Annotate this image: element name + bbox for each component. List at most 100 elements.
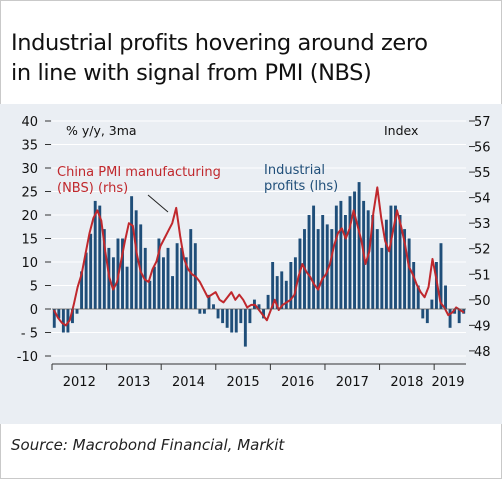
y-left-tick-label: 30 bbox=[21, 162, 38, 177]
profit-bar bbox=[221, 309, 225, 324]
chart-title: Industrial profits hovering around zero … bbox=[11, 28, 496, 88]
profit-bar bbox=[98, 205, 102, 309]
profit-bar bbox=[171, 276, 175, 309]
y-left-tick-label: 10 bbox=[21, 256, 38, 271]
y-left-unit-label: % y/y, 3ma bbox=[66, 123, 137, 138]
profit-bar bbox=[189, 229, 193, 309]
profit-bar bbox=[330, 229, 334, 309]
profit-bar bbox=[394, 205, 397, 309]
profit-bar bbox=[239, 309, 243, 324]
profits-annotation-line-1: Industrial bbox=[264, 163, 325, 178]
y-right-tick-label: 48 bbox=[474, 345, 491, 360]
x-tick-label: 2019 bbox=[431, 375, 464, 390]
y-left-tick-label: 15 bbox=[21, 233, 38, 248]
x-tick-label: 2016 bbox=[281, 375, 314, 390]
profit-bar bbox=[139, 224, 143, 309]
profit-bar bbox=[389, 205, 393, 309]
profit-bar bbox=[61, 309, 65, 333]
profit-bar bbox=[357, 182, 361, 309]
profit-bar bbox=[102, 229, 106, 309]
pmi-annotation-pointer bbox=[147, 194, 169, 213]
profit-bar bbox=[380, 247, 384, 309]
profit-bar bbox=[184, 257, 188, 309]
profit-bar bbox=[52, 309, 56, 328]
profit-bar bbox=[157, 238, 161, 309]
y-left-tick-label: 25 bbox=[21, 186, 38, 201]
profit-bar bbox=[66, 309, 70, 333]
profit-bar bbox=[343, 215, 347, 309]
profit-bar bbox=[75, 309, 79, 314]
profit-bar bbox=[111, 257, 115, 309]
profit-bar bbox=[248, 309, 252, 324]
y-right-tick-label: 49 bbox=[474, 319, 491, 334]
y-right-tick-label: 54 bbox=[474, 192, 491, 207]
profit-bar bbox=[93, 200, 97, 309]
profit-bar bbox=[162, 257, 165, 309]
profit-bar bbox=[307, 215, 311, 309]
profit-bar bbox=[57, 309, 61, 319]
profit-bar bbox=[284, 280, 288, 309]
profit-bar bbox=[175, 243, 179, 309]
profit-bar bbox=[152, 266, 156, 309]
profit-bar bbox=[444, 285, 447, 309]
profit-bar bbox=[180, 247, 184, 309]
profit-bar bbox=[421, 309, 425, 319]
profit-bar bbox=[353, 191, 356, 309]
y-left-tick-label: -10 bbox=[17, 350, 38, 365]
profit-bar bbox=[375, 229, 379, 309]
x-tick-label: 2017 bbox=[336, 375, 369, 390]
profit-bar bbox=[280, 271, 284, 309]
y-right-tick-label: 57 bbox=[474, 115, 491, 130]
profit-bar bbox=[212, 304, 215, 309]
profit-bar bbox=[430, 299, 434, 309]
chart-title-line-1: Industrial profits hovering around zero bbox=[11, 30, 428, 56]
pmi-annotation-line-2: (NBS) (rhs) bbox=[57, 181, 128, 196]
profit-bar bbox=[371, 215, 375, 309]
profit-bar bbox=[230, 309, 234, 333]
profit-bar bbox=[80, 271, 84, 309]
profit-bar bbox=[439, 243, 443, 309]
profit-bar bbox=[257, 304, 261, 309]
profit-bar bbox=[403, 229, 407, 309]
profit-bar bbox=[216, 309, 220, 319]
y-left-tick-label: - 5 bbox=[21, 327, 38, 342]
profit-bar bbox=[416, 285, 420, 309]
y-left-tick-label: 20 bbox=[21, 209, 38, 224]
x-tick-label: 2012 bbox=[63, 375, 96, 390]
profit-bar bbox=[125, 266, 129, 309]
profit-bar bbox=[207, 294, 211, 309]
profit-bar bbox=[384, 219, 388, 309]
y-right-tick-label: 55 bbox=[474, 166, 491, 181]
profit-bar bbox=[457, 309, 461, 324]
profit-bar bbox=[121, 238, 124, 309]
profit-bar bbox=[134, 210, 138, 309]
profit-bar bbox=[348, 196, 352, 309]
profit-bar bbox=[434, 262, 438, 309]
profit-bar bbox=[321, 215, 325, 309]
profit-bar bbox=[289, 262, 293, 309]
y-left-tick-label: 40 bbox=[21, 115, 38, 130]
profit-bar bbox=[89, 233, 93, 309]
profit-bar bbox=[202, 309, 206, 314]
profit-bar bbox=[275, 276, 279, 309]
profit-bar bbox=[198, 309, 202, 314]
y-right-tick-label: 53 bbox=[474, 217, 491, 232]
pmi-line bbox=[53, 186, 465, 327]
chart-title-line-2: in line with signal from PMI (NBS) bbox=[11, 60, 372, 86]
profit-bar bbox=[407, 238, 411, 309]
profits-annotation-line-2: profits (lhs) bbox=[264, 179, 338, 194]
profit-bar bbox=[366, 210, 370, 309]
x-tick-label: 2014 bbox=[172, 375, 205, 390]
profit-bar bbox=[234, 309, 238, 333]
y-right-unit-label: Index bbox=[384, 123, 418, 138]
profit-bar bbox=[448, 309, 452, 328]
x-tick-label: 2015 bbox=[227, 375, 260, 390]
profit-bar bbox=[71, 309, 74, 324]
profit-bar bbox=[425, 309, 429, 324]
profit-bar bbox=[334, 205, 338, 309]
profit-bar bbox=[271, 262, 275, 309]
profit-bar bbox=[339, 200, 343, 309]
profit-bar bbox=[166, 247, 170, 309]
y-left-tick-label: 35 bbox=[21, 139, 38, 154]
